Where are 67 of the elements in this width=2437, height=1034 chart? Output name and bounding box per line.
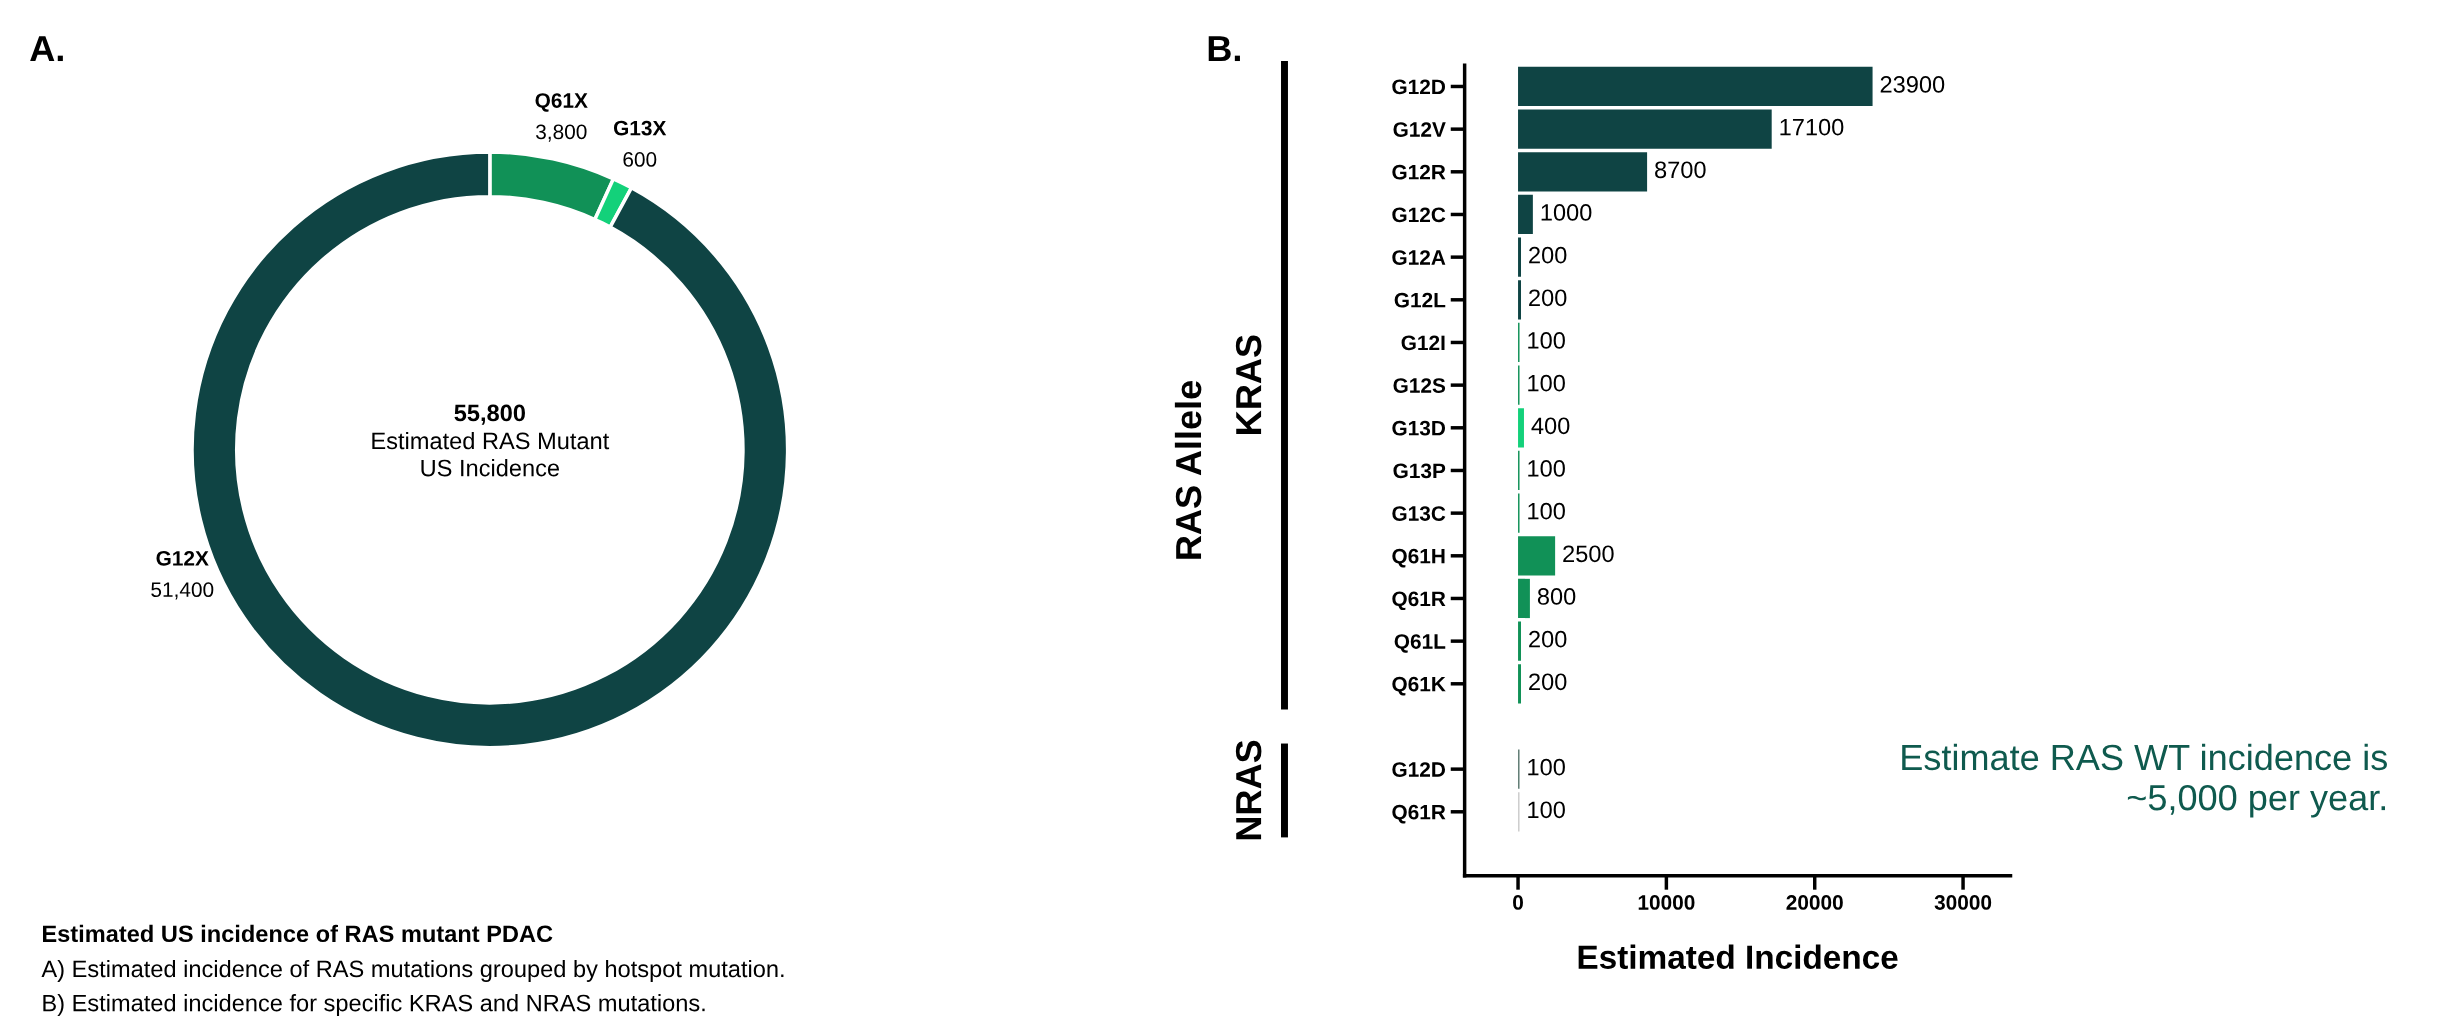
data-label: 200 <box>1529 630 1567 648</box>
data-label: 600 <box>623 152 657 167</box>
bar <box>1518 280 1522 320</box>
x-tick-label: 10000 <box>1638 895 1695 910</box>
y-tick-label: G12D <box>1392 762 1446 777</box>
data-label: 100 <box>1528 758 1565 776</box>
y-tick-label: Q61R <box>1392 591 1446 611</box>
data-label: 100 <box>1528 502 1565 520</box>
text: NRAS <box>1235 740 1262 840</box>
y-tick-label: G13C <box>1392 506 1446 521</box>
bar <box>1518 664 1522 704</box>
slice-label: G12X <box>156 550 209 566</box>
y-tick-label: G12C <box>1392 207 1446 223</box>
bar <box>1518 621 1522 661</box>
text: B) Estimated incidence for specific KRAS and NRAS mutations. <box>43 994 705 1017</box>
data-label: 100 <box>1528 332 1565 349</box>
text: A) Estimated incidence of RAS mutations grouped by hotspot mutation. <box>41 959 784 982</box>
y-tick-label: G12V <box>1393 122 1446 137</box>
data-label: 800 <box>1537 588 1576 605</box>
y-axis-title: RAS Allele <box>1174 381 1202 559</box>
bar <box>1518 408 1524 448</box>
annotation: Estimate RAS WT incidence is ~5,000 per year. <box>1902 743 2387 818</box>
chart-title: A. <box>30 36 63 62</box>
text: KRAS <box>1235 335 1262 434</box>
y-tick-label: G13P <box>1393 463 1446 479</box>
y-tick-label: G13D <box>1392 420 1446 436</box>
data-label: 51,400 <box>151 582 214 600</box>
x-tick-label: 20000 <box>1786 895 1843 910</box>
data-label: 100 <box>1528 801 1565 819</box>
bar <box>1518 536 1556 576</box>
text: Estimated RAS Mutant US Incidence <box>372 431 610 477</box>
text: Estimated US incidence of RAS mutant PDAC <box>43 924 553 943</box>
data-label: 8700 <box>1655 161 1706 179</box>
data-label: 2500 <box>1563 545 1614 563</box>
data-label: 400 <box>1531 417 1570 435</box>
data-label: 23900 <box>1880 76 1945 93</box>
y-tick-label: G12R <box>1392 164 1446 180</box>
y-tick-label: G12D <box>1392 79 1446 95</box>
data-label: 100 <box>1528 374 1565 392</box>
y-tick-label: G12A <box>1392 250 1446 265</box>
y-tick-label: G12I <box>1401 335 1445 351</box>
y-tick-label: G12S <box>1393 378 1446 393</box>
x-axis-title: Estimated Incidence <box>1578 944 1898 970</box>
x-tick-label: 30000 <box>1934 895 1992 910</box>
slice-label: G13X <box>613 120 667 136</box>
y-tick-label: G12L <box>1394 292 1446 308</box>
bar <box>1518 152 1648 192</box>
y-tick-label: Q61L <box>1394 634 1446 653</box>
y-tick-label: Q61R <box>1392 804 1446 824</box>
data-label: 200 <box>1529 246 1567 264</box>
data-label: 200 <box>1529 673 1567 691</box>
y-tick-label: Q61K <box>1392 676 1446 696</box>
data-label: 100 <box>1528 460 1565 477</box>
data-label: 3,800 <box>536 124 587 142</box>
bar <box>1518 237 1522 277</box>
data-label: 1000 <box>1541 204 1592 221</box>
bar <box>1518 66 1873 107</box>
x-tick-label: 0 <box>1513 895 1523 910</box>
data-label: 17100 <box>1780 118 1844 136</box>
chart-title: B. <box>1208 36 1240 62</box>
slice-label: Q61X <box>535 93 588 112</box>
bar <box>1518 109 1772 149</box>
y-tick-label: Q61H <box>1392 548 1445 568</box>
bar <box>1518 194 1533 235</box>
text: 55,800 <box>454 404 525 425</box>
bar <box>1518 578 1530 619</box>
data-label: 200 <box>1529 289 1567 307</box>
